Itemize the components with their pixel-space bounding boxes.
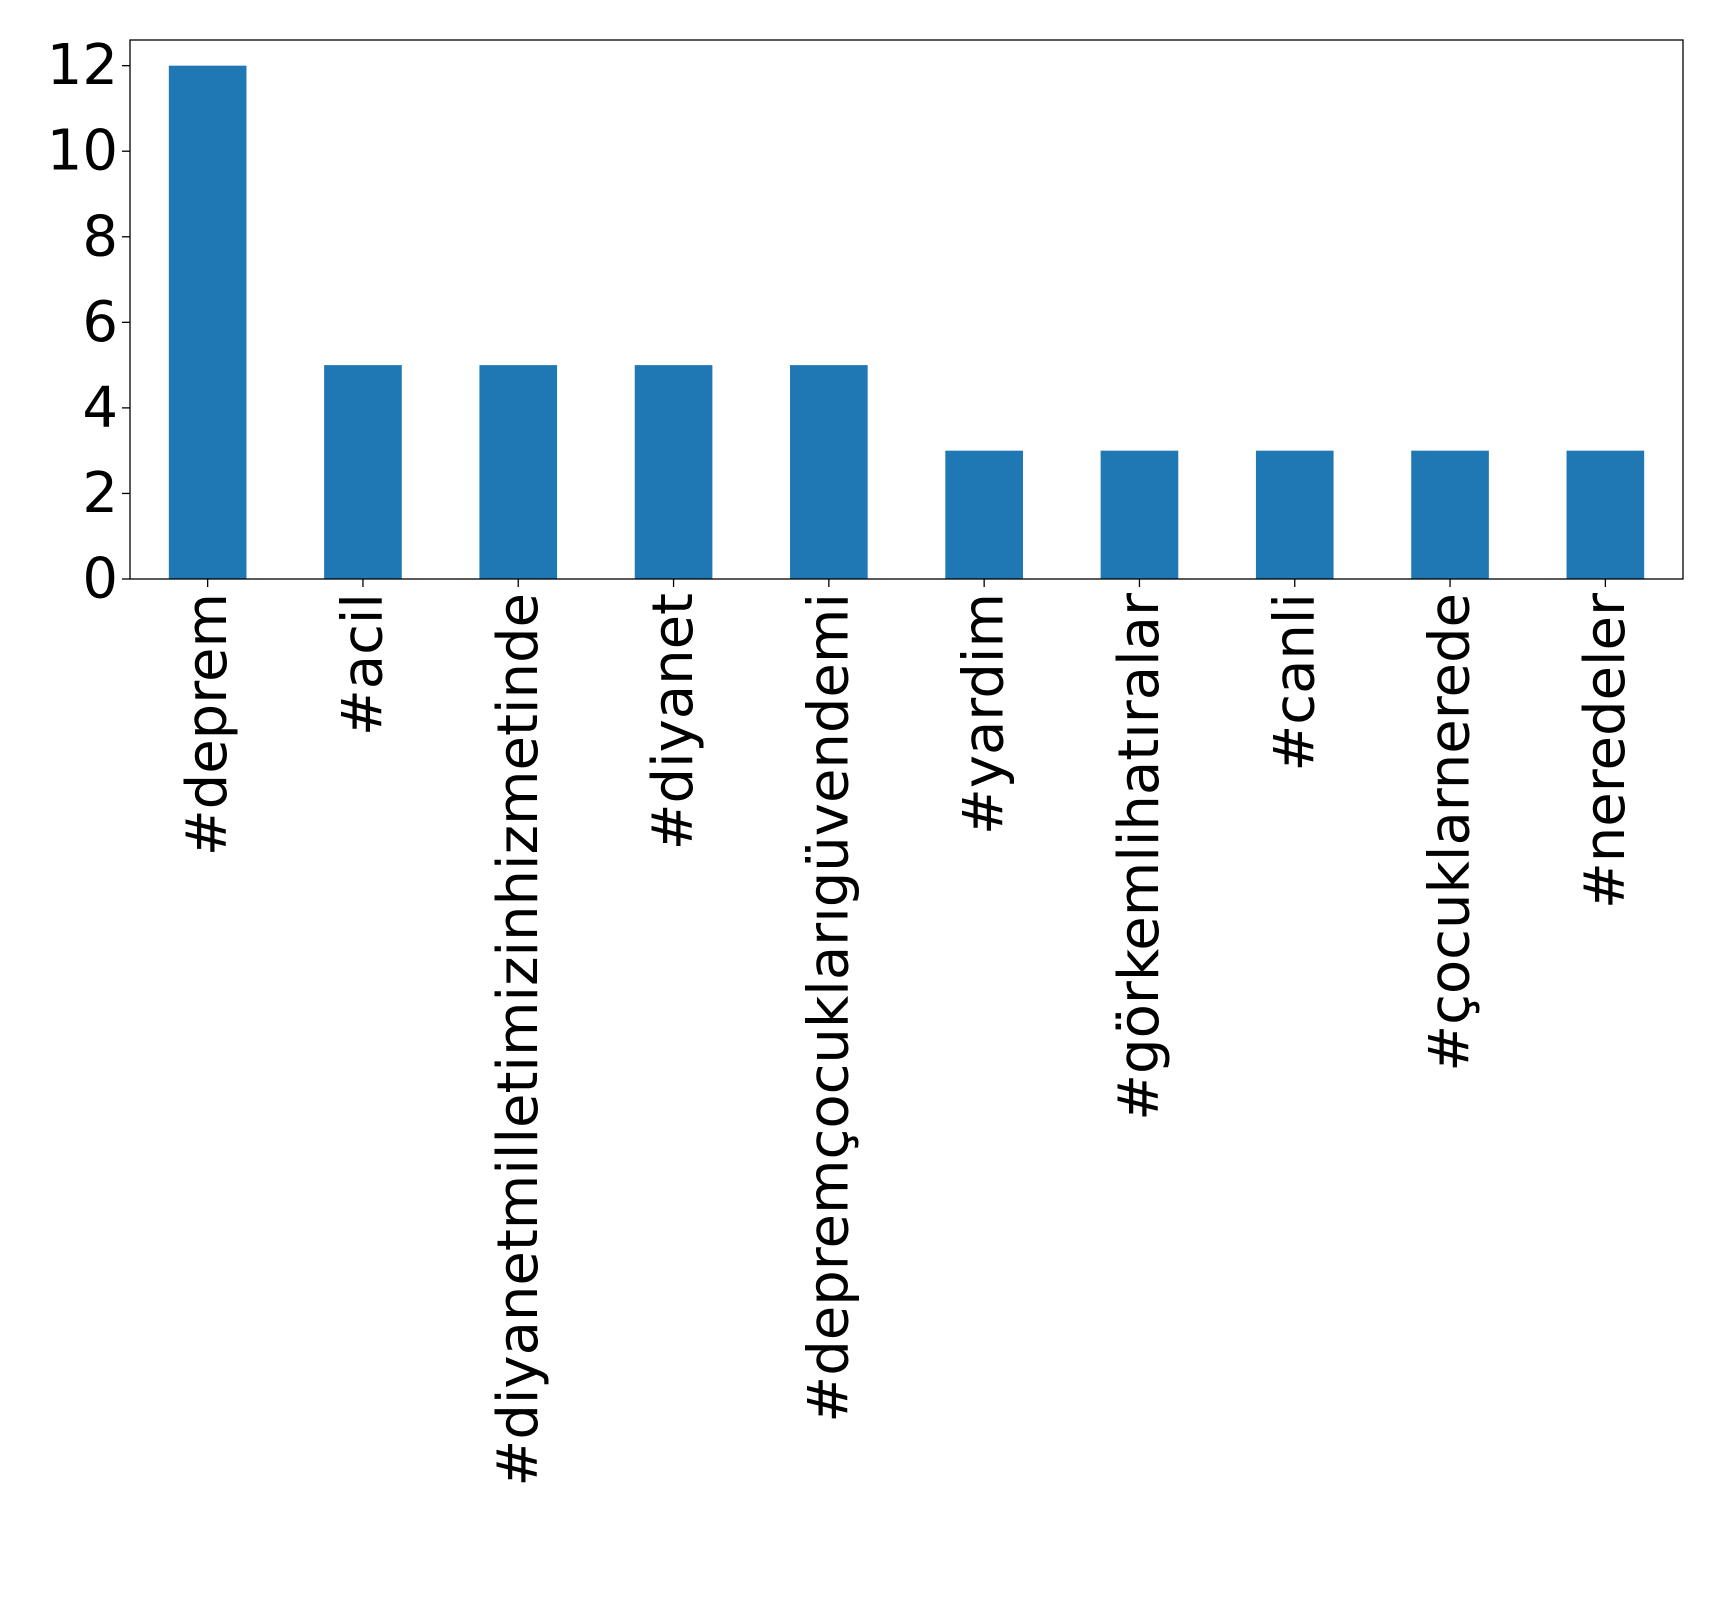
x-tick-label: #depremçocuklarıgüvendemi <box>796 593 861 1423</box>
bar <box>479 365 558 579</box>
y-tick-label: 0 <box>82 547 118 612</box>
bar <box>1255 450 1334 579</box>
x-tick-label: #acil <box>330 593 395 736</box>
bar <box>1100 450 1179 579</box>
y-axis: 0 2 4 6 8 10 12 <box>47 33 130 612</box>
bar <box>790 365 868 579</box>
bar <box>945 450 1023 579</box>
y-tick-label: 6 <box>82 290 118 355</box>
x-tick-label: #görkemlihatıralar <box>1107 592 1172 1121</box>
x-axis: #deprem #acil #diyanetmilletimizinhizmetin… <box>175 579 1638 1487</box>
x-tick-label: #canli <box>1262 593 1327 772</box>
bar <box>168 65 247 579</box>
x-tick-label: #çocuklarnerede <box>1418 593 1483 1072</box>
bar <box>1566 450 1645 579</box>
y-tick-label: 8 <box>82 204 118 269</box>
plot-frame <box>129 39 1684 580</box>
x-tick-label: #diyanet <box>641 593 706 850</box>
bar <box>634 365 713 579</box>
x-tick-label: #diyanetmilletimizinhizmetinde <box>486 593 551 1487</box>
x-tick-label: #neredeler <box>1573 592 1638 909</box>
bars-group <box>168 65 1645 579</box>
bar <box>324 365 402 579</box>
y-tick-label: 10 <box>47 119 118 184</box>
y-tick-label: 4 <box>82 375 118 440</box>
y-tick-label: 2 <box>82 461 118 526</box>
bar <box>1411 450 1489 579</box>
y-tick-label: 12 <box>47 33 118 98</box>
x-tick-label: #yardim <box>952 593 1017 835</box>
x-tick-label: #deprem <box>175 593 240 856</box>
